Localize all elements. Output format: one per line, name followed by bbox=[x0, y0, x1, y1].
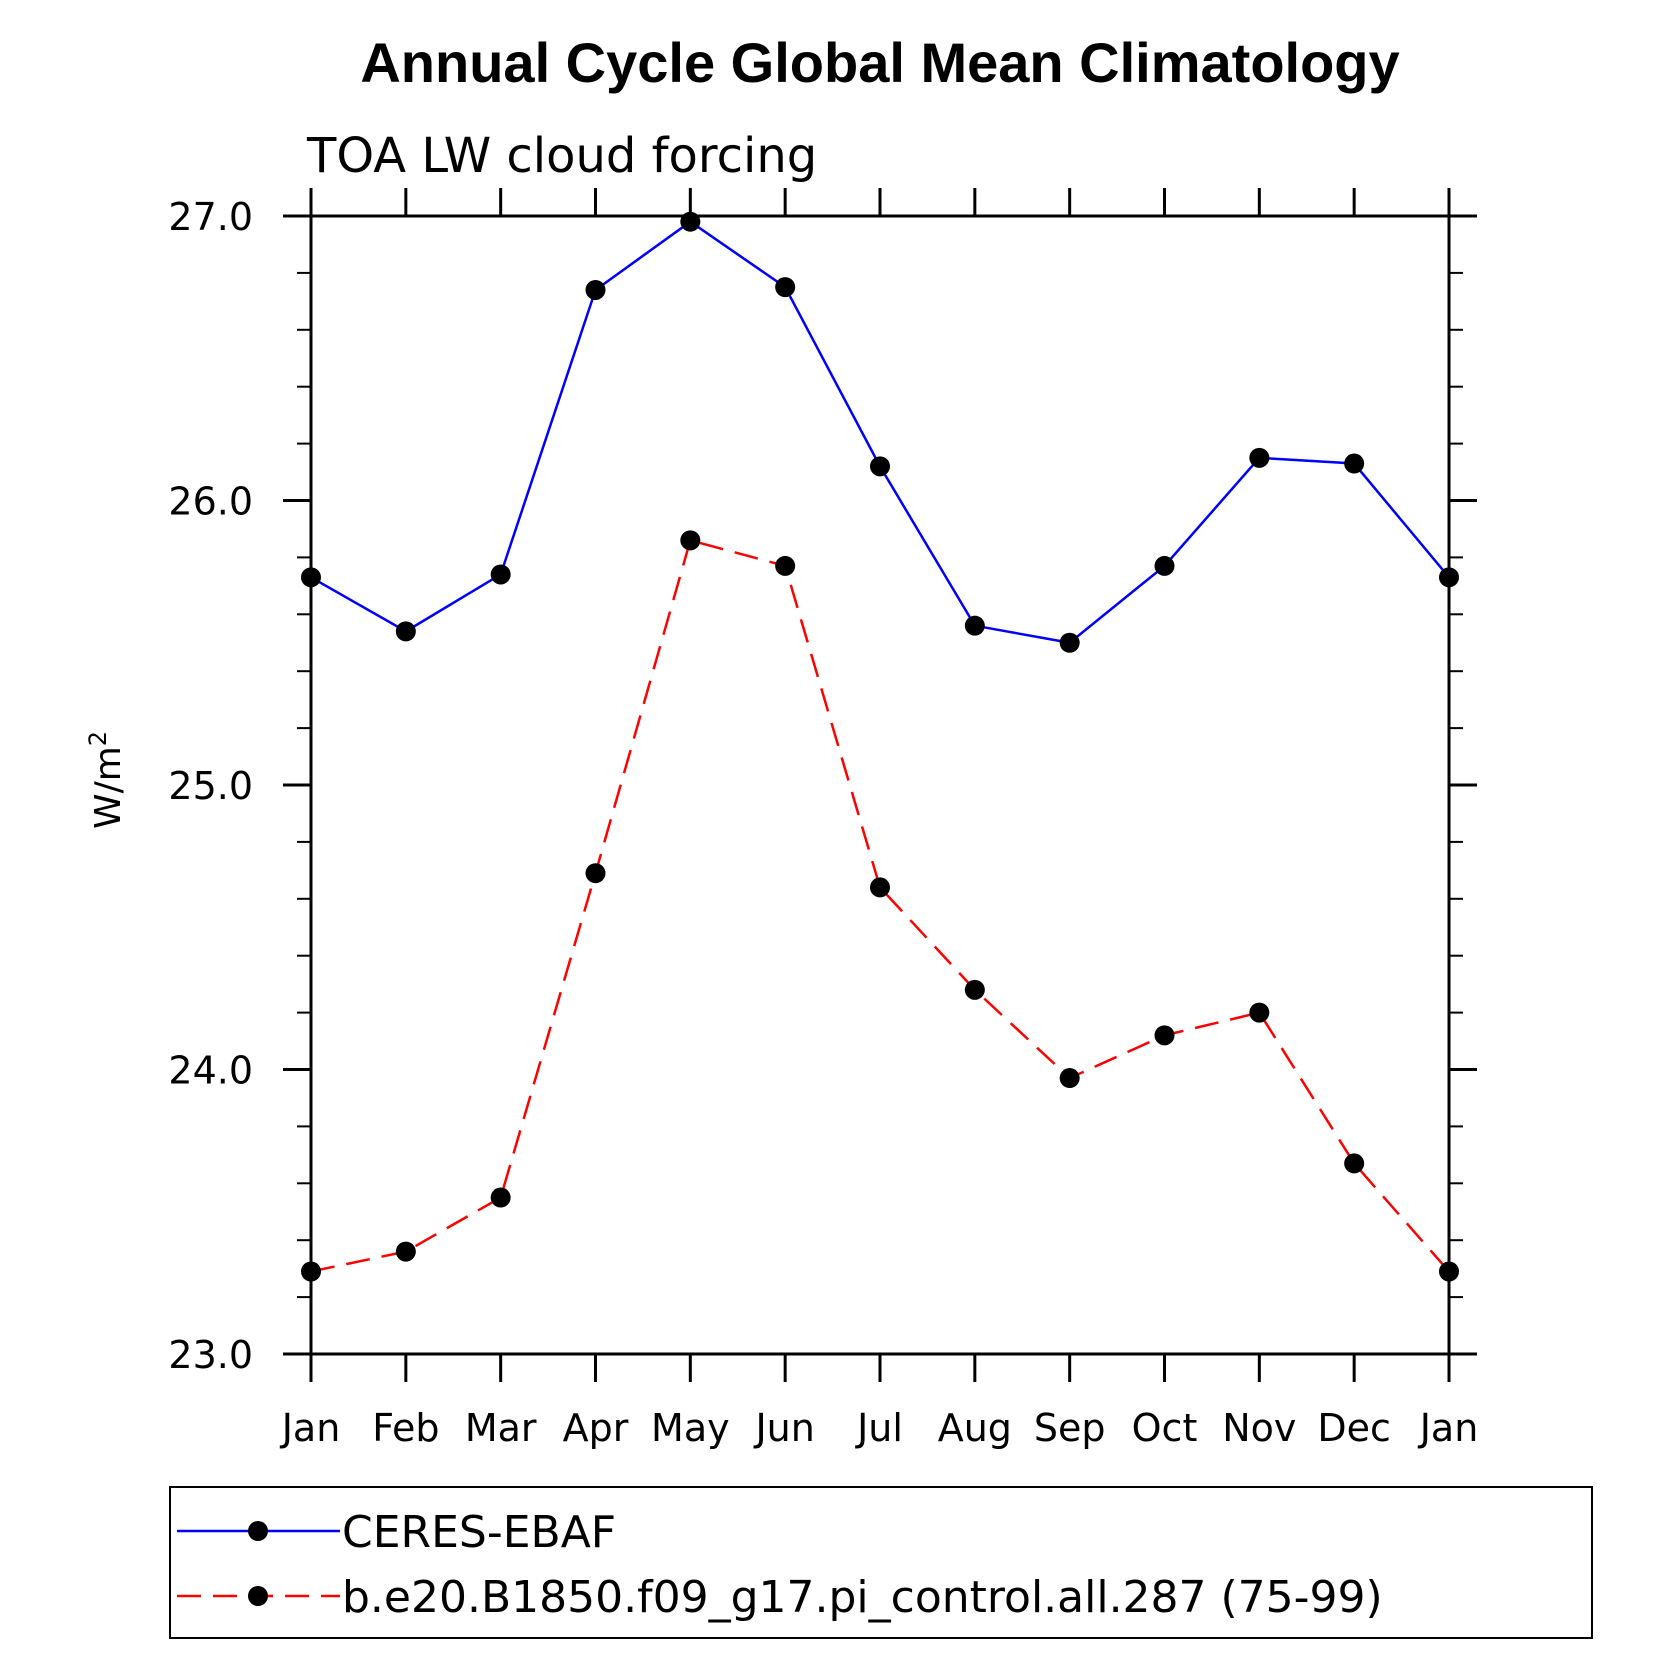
x-tick-label: Feb bbox=[372, 1406, 439, 1450]
legend: CERES-EBAF b.e20.B1850.f09_g17.pi_control… bbox=[169, 1486, 1593, 1639]
x-tick-label: Jul bbox=[855, 1406, 903, 1450]
x-tick-label: Nov bbox=[1222, 1406, 1296, 1450]
legend-marker bbox=[248, 1586, 268, 1606]
data-point bbox=[1439, 1261, 1459, 1282]
chart-title: Annual Cycle Global Mean Climatology bbox=[360, 31, 1399, 94]
series-2 bbox=[301, 530, 1459, 1282]
data-point bbox=[870, 456, 890, 477]
data-point bbox=[301, 567, 321, 588]
legend-item: CERES-EBAF bbox=[177, 1507, 616, 1558]
y-tick-label: 25.0 bbox=[168, 764, 253, 808]
x-tick-label: Dec bbox=[1317, 1406, 1391, 1450]
data-point bbox=[1059, 1068, 1080, 1089]
data-point bbox=[1059, 632, 1080, 653]
x-tick-label: Apr bbox=[563, 1406, 629, 1450]
data-point bbox=[585, 863, 606, 884]
series-line bbox=[310, 538, 1450, 1273]
data-point bbox=[1344, 453, 1365, 474]
plot-frame bbox=[309, 214, 1451, 1356]
series-1 bbox=[301, 211, 1459, 653]
data-point bbox=[1249, 447, 1270, 468]
x-tick-label: Sep bbox=[1034, 1406, 1106, 1450]
data-point bbox=[870, 877, 890, 898]
data-point bbox=[680, 530, 701, 551]
y-tick-label: 26.0 bbox=[168, 480, 253, 524]
data-point bbox=[964, 979, 985, 1000]
chart-subtitle: TOA LW cloud forcing bbox=[306, 128, 817, 184]
x-tick-label: Jun bbox=[753, 1406, 814, 1450]
y-tick-label: 24.0 bbox=[168, 1049, 253, 1093]
x-tick-label: Jan bbox=[1418, 1406, 1479, 1450]
y-tick-label: 23.0 bbox=[168, 1333, 253, 1377]
y-axis-label: W/m2 bbox=[84, 731, 129, 829]
legend-item: b.e20.B1850.f09_g17.pi_control.all.287 (… bbox=[177, 1572, 1383, 1623]
data-point bbox=[680, 211, 701, 232]
y-tick-label: 27.0 bbox=[168, 195, 253, 239]
x-tick-label: Oct bbox=[1132, 1406, 1198, 1450]
data-point bbox=[585, 279, 606, 300]
data-point bbox=[775, 555, 796, 576]
legend-box bbox=[169, 1486, 1593, 1639]
x-tick-label: May bbox=[651, 1406, 730, 1450]
series-line bbox=[310, 220, 1450, 645]
data-point bbox=[490, 1187, 511, 1208]
x-tick-label: Jan bbox=[280, 1406, 341, 1450]
plot-axes: Jan Feb Mar Apr May Jun Jul Aug Sep Oct Nov Dec Jan 2… bbox=[168, 188, 1478, 1450]
legend-marker bbox=[248, 1521, 268, 1541]
data-point bbox=[1154, 1025, 1175, 1046]
plot-series bbox=[301, 211, 1459, 1282]
data-point bbox=[395, 1241, 416, 1262]
data-point bbox=[1249, 1002, 1270, 1023]
data-point bbox=[964, 615, 985, 636]
legend-label: b.e20.B1850.f09_g17.pi_control.all.287 (… bbox=[342, 1572, 1383, 1623]
data-point bbox=[1154, 555, 1175, 576]
data-point bbox=[1439, 567, 1459, 588]
x-tick-label: Aug bbox=[938, 1406, 1012, 1450]
data-point bbox=[395, 621, 416, 642]
data-point bbox=[775, 277, 796, 298]
legend-label: CERES-EBAF bbox=[342, 1507, 616, 1558]
data-point bbox=[490, 564, 511, 585]
data-point bbox=[301, 1261, 321, 1282]
x-tick-label: Mar bbox=[465, 1406, 537, 1450]
data-point bbox=[1344, 1153, 1365, 1174]
